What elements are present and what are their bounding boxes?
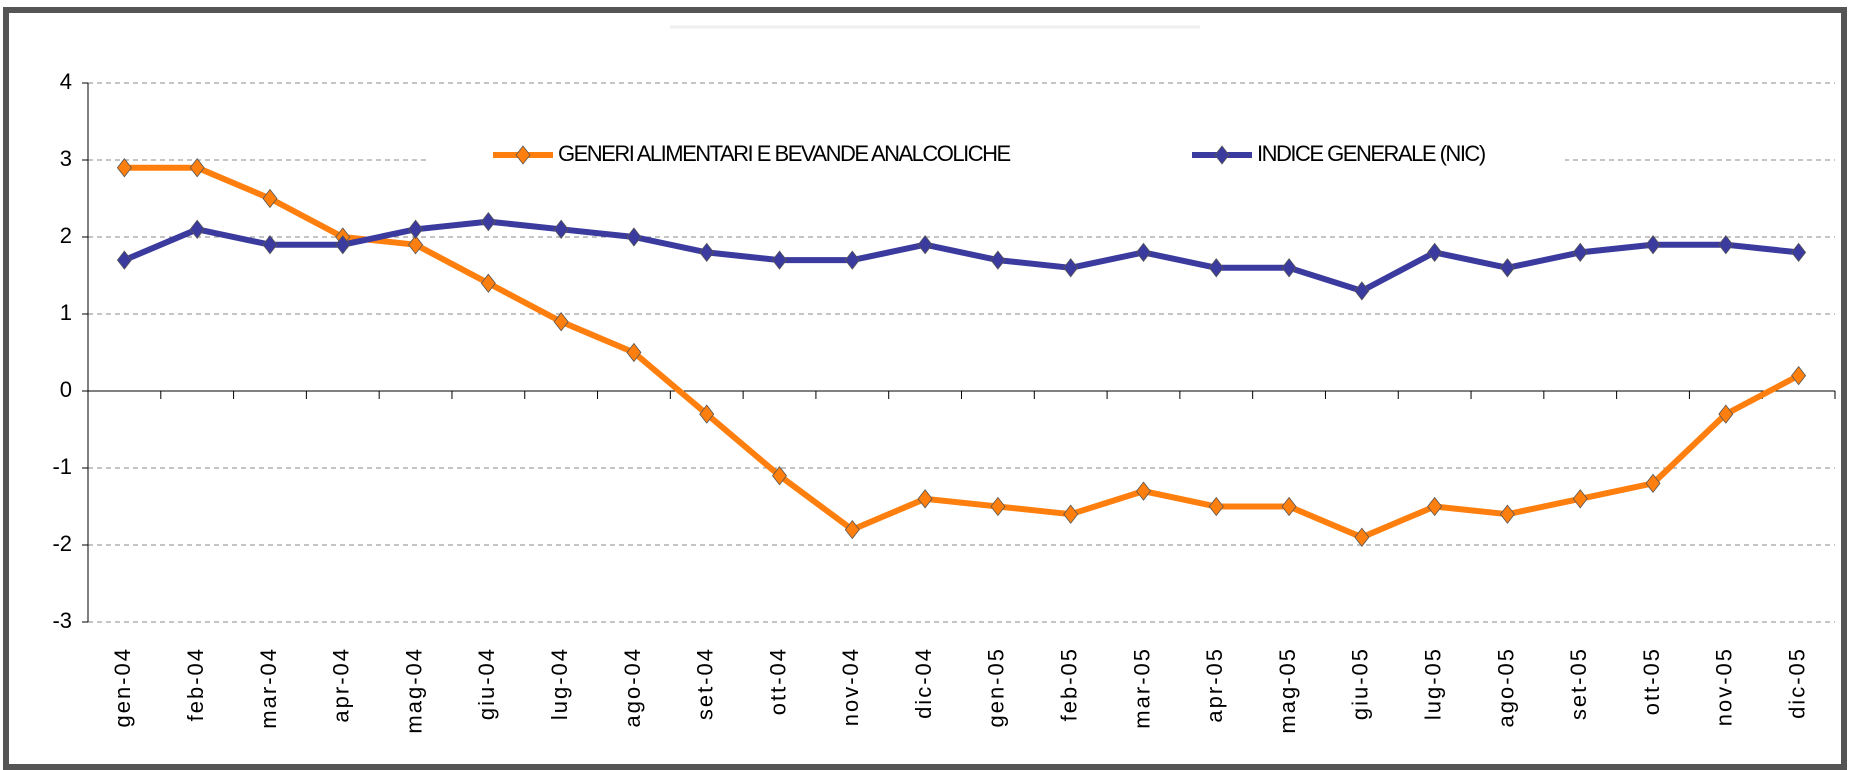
x-tick-label: ott-05 xyxy=(1639,647,1664,715)
marker xyxy=(1427,242,1443,263)
x-tick-label: nov-05 xyxy=(1712,647,1737,726)
marker xyxy=(262,235,278,255)
x-tick-label: dic-05 xyxy=(1784,647,1809,719)
x-tick-label: giu-05 xyxy=(1348,647,1373,720)
x-tick-label: mag-04 xyxy=(401,647,426,734)
legend-label: GENERI ALIMENTARI E BEVANDE ANALCOLICHE xyxy=(558,141,1011,166)
x-tick-label: apr-04 xyxy=(329,647,354,723)
marker xyxy=(626,342,642,363)
x-tick-label: mar-05 xyxy=(1129,647,1154,729)
y-tick-label: 1 xyxy=(60,300,72,325)
marker xyxy=(189,219,205,239)
marker xyxy=(1718,404,1734,424)
x-tick-label: set-04 xyxy=(693,647,718,720)
marker xyxy=(1791,242,1807,263)
marker xyxy=(772,250,788,270)
marker xyxy=(990,496,1006,517)
marker xyxy=(1572,489,1588,509)
marker xyxy=(515,145,531,165)
legend-background xyxy=(430,136,1565,176)
x-tick-label: set-05 xyxy=(1566,647,1591,720)
marker xyxy=(116,250,132,270)
x-tick-label: lug-05 xyxy=(1420,647,1445,720)
marker xyxy=(1063,258,1079,278)
x-tick-label: feb-05 xyxy=(1057,647,1082,721)
marker xyxy=(1572,242,1588,263)
marker xyxy=(917,235,933,255)
x-tick-label: gen-04 xyxy=(110,647,135,728)
marker xyxy=(1645,235,1661,255)
marker xyxy=(990,250,1006,270)
marker xyxy=(1645,473,1661,494)
marker xyxy=(1499,504,1515,524)
x-tick-label: nov-04 xyxy=(838,647,863,726)
marker xyxy=(553,312,569,332)
marker xyxy=(699,242,715,263)
x-tick-label: mag-05 xyxy=(1275,647,1300,734)
series-line xyxy=(124,164,1801,541)
chart-frame xyxy=(3,7,1847,770)
marker xyxy=(1281,258,1297,278)
marker xyxy=(262,188,278,209)
marker xyxy=(1208,496,1224,517)
marker xyxy=(772,466,788,486)
x-tick-label: giu-04 xyxy=(474,647,499,720)
marker xyxy=(189,158,205,178)
y-tick-label: 3 xyxy=(60,146,72,171)
y-tick-label: 0 xyxy=(60,377,72,402)
y-tick-label: -1 xyxy=(52,454,72,479)
legend-label: INDICE GENERALE (NIC) xyxy=(1257,141,1485,166)
marker xyxy=(1718,235,1734,255)
marker xyxy=(1791,365,1807,386)
marker xyxy=(480,273,496,293)
marker xyxy=(1063,504,1079,524)
marker xyxy=(844,250,860,270)
marker xyxy=(408,219,424,239)
x-tick-label: ago-04 xyxy=(620,647,645,728)
x-tick-label: ago-05 xyxy=(1493,647,1518,728)
x-tick-label: apr-05 xyxy=(1202,647,1227,723)
x-tick-label: dic-04 xyxy=(911,647,936,719)
marker xyxy=(1281,496,1297,517)
x-tick-label: mar-04 xyxy=(256,647,281,729)
marker xyxy=(917,489,933,509)
marker xyxy=(335,235,351,255)
marker xyxy=(844,519,860,540)
x-tick-label: gen-05 xyxy=(984,647,1009,728)
marker xyxy=(1354,527,1370,547)
marker xyxy=(553,219,569,239)
y-tick-label: 2 xyxy=(60,223,72,248)
marker xyxy=(699,404,715,424)
x-tick-label: ott-04 xyxy=(765,647,790,715)
marker xyxy=(626,227,642,247)
x-tick-label: feb-04 xyxy=(183,647,208,721)
marker xyxy=(480,211,496,232)
series-line xyxy=(123,218,1799,294)
marker xyxy=(116,158,132,178)
marker xyxy=(1427,496,1443,517)
x-tick-label: lug-04 xyxy=(547,647,572,720)
y-tick-label: 4 xyxy=(60,69,72,94)
y-tick-label: -2 xyxy=(52,531,72,556)
marker xyxy=(1208,258,1224,278)
marker xyxy=(1354,281,1370,301)
legend: GENERI ALIMENTARI E BEVANDE ANALCOLICHE I… xyxy=(430,136,1565,176)
marker xyxy=(1499,258,1515,278)
marker xyxy=(1214,145,1230,165)
y-tick-label: -3 xyxy=(52,608,72,633)
marker xyxy=(1135,481,1151,501)
marker xyxy=(408,235,424,255)
marker xyxy=(1135,242,1151,263)
